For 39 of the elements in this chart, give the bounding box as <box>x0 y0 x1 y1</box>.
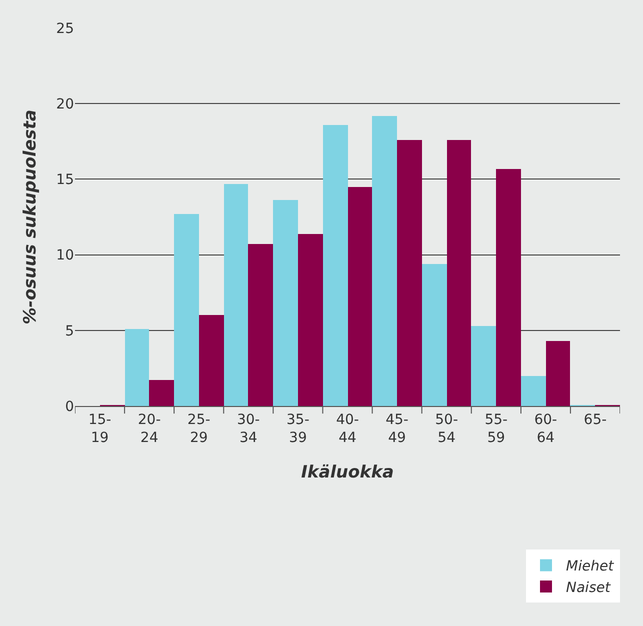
x-axis-title: Ikäluokka <box>301 462 394 482</box>
bar <box>348 187 372 406</box>
bar <box>471 326 496 406</box>
bar <box>149 380 174 406</box>
x-tick-label: 60- 64 <box>534 412 558 446</box>
y-tick-label: 25 <box>56 20 74 37</box>
bar <box>496 169 521 406</box>
x-tick-label: 15- 19 <box>88 412 112 446</box>
bar <box>323 125 348 406</box>
y-tick-label: 10 <box>56 248 74 264</box>
x-tick-label: 50- 54 <box>435 412 458 446</box>
y-tick-label: 0 <box>65 398 74 415</box>
bar <box>199 315 224 406</box>
bar <box>372 116 397 406</box>
bar <box>422 264 447 406</box>
bar <box>447 140 471 406</box>
bar <box>125 329 149 406</box>
bar <box>224 184 248 406</box>
x-tick-label: 55- 59 <box>484 412 508 446</box>
legend-label: Miehet <box>566 558 614 575</box>
y-tick-label: 5 <box>65 323 74 340</box>
bar <box>174 214 199 406</box>
x-tick-label: 30- 34 <box>236 412 260 446</box>
bar <box>248 244 273 406</box>
legend-label: Naiset <box>566 580 611 596</box>
x-tick-label: 45- 49 <box>386 412 408 446</box>
bar <box>298 234 323 406</box>
bar <box>397 140 422 406</box>
y-axis-title: %-osuus sukupuolesta <box>20 110 41 324</box>
x-tick-label: 35- 39 <box>286 412 310 446</box>
x-tick-label: 40- 44 <box>336 412 359 446</box>
bar <box>273 200 298 406</box>
bar <box>521 376 546 406</box>
y-tick-label: 20 <box>56 96 74 112</box>
x-tick-label: 25- 29 <box>187 412 210 446</box>
x-tick-label: 65- <box>584 412 607 428</box>
x-tick-label: 20- 24 <box>138 412 161 446</box>
y-tick-label: 15 <box>56 172 74 188</box>
bar <box>546 341 570 406</box>
